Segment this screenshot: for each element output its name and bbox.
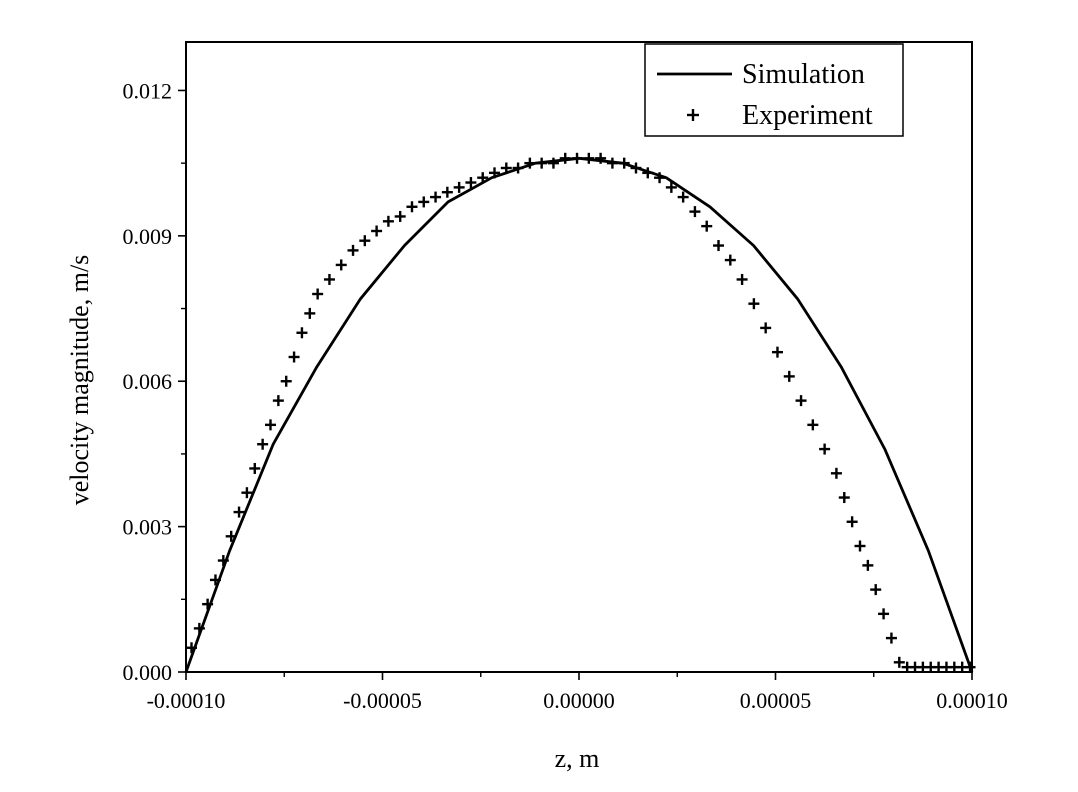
experiment-point bbox=[677, 191, 689, 203]
experiment-point bbox=[233, 506, 245, 518]
experiment-point bbox=[217, 555, 229, 567]
experiment-point bbox=[418, 196, 430, 208]
y-tick-label: 0.000 bbox=[123, 660, 173, 685]
experiment-point bbox=[559, 152, 571, 164]
experiment-point bbox=[536, 157, 548, 169]
experiment-point bbox=[359, 235, 371, 247]
experiment-point bbox=[430, 191, 442, 203]
experiment-point bbox=[854, 540, 866, 552]
experiment-point bbox=[654, 172, 666, 184]
experiment-point bbox=[964, 661, 976, 673]
experiment-point bbox=[885, 632, 897, 644]
experiment-point bbox=[241, 487, 253, 499]
experiment-point bbox=[312, 288, 324, 300]
experiment-point bbox=[830, 467, 842, 479]
experiment-point bbox=[689, 206, 701, 218]
legend-box bbox=[644, 43, 904, 137]
experiment-point bbox=[838, 492, 850, 504]
experiment-point bbox=[272, 395, 284, 407]
experiment-point bbox=[257, 438, 269, 450]
experiment-point bbox=[280, 375, 292, 387]
experiment-point bbox=[441, 186, 453, 198]
x-tick-label: 0.00005 bbox=[740, 688, 812, 713]
experiment-point bbox=[406, 201, 418, 213]
experiment-point bbox=[465, 177, 477, 189]
legend-experiment-label: Experiment bbox=[742, 100, 873, 131]
experiment-point bbox=[819, 443, 831, 455]
experiment-point bbox=[595, 152, 607, 164]
experiment-point bbox=[870, 584, 882, 596]
experiment-point bbox=[748, 298, 760, 310]
x-tick-label: -0.00005 bbox=[343, 688, 422, 713]
experiment-point bbox=[807, 419, 819, 431]
experiment-point bbox=[724, 254, 736, 266]
experiment-point bbox=[394, 210, 406, 222]
experiment-point bbox=[193, 622, 205, 634]
experiment-point bbox=[701, 220, 713, 232]
legend-experiment-marker bbox=[687, 109, 699, 121]
experiment-point bbox=[288, 351, 300, 363]
series-layer bbox=[184, 152, 976, 673]
experiment-point bbox=[642, 167, 654, 179]
experiment-point bbox=[500, 162, 512, 174]
ticks-layer: -0.00010 -0.00005 0.00000 0.00005 0.00010 0.0… bbox=[123, 78, 1008, 713]
experiment-point bbox=[893, 656, 905, 668]
experiment-point bbox=[453, 181, 465, 193]
experiment-point bbox=[713, 240, 725, 252]
x-tick-label: 0.00010 bbox=[936, 688, 1008, 713]
experiment-point bbox=[489, 167, 501, 179]
experiment-point bbox=[477, 172, 489, 184]
experiment-point bbox=[186, 642, 198, 654]
experiment-point bbox=[771, 346, 783, 358]
y-tick-label: 0.003 bbox=[123, 515, 173, 540]
y-tick-label: 0.009 bbox=[123, 224, 173, 249]
experiment-point bbox=[665, 181, 677, 193]
experiment-point bbox=[264, 419, 276, 431]
experiment-point bbox=[249, 462, 261, 474]
experiment-point bbox=[304, 307, 316, 319]
experiment-point bbox=[382, 215, 394, 227]
experiment-point bbox=[630, 162, 642, 174]
experiment-point bbox=[296, 327, 308, 339]
x-tick-label: 0.00000 bbox=[543, 688, 615, 713]
experiment-point bbox=[783, 370, 795, 382]
experiment-point bbox=[571, 152, 583, 164]
experiment-point bbox=[618, 157, 630, 169]
legend: Simulation Experiment bbox=[644, 43, 904, 137]
legend-simulation-label: Simulation bbox=[742, 59, 865, 90]
experiment-point bbox=[862, 559, 874, 571]
experiment-point bbox=[347, 244, 359, 256]
experiment-point bbox=[846, 516, 858, 528]
simulation-line bbox=[184, 156, 974, 673]
experiment-point bbox=[371, 225, 383, 237]
experiment-point bbox=[606, 157, 618, 169]
y-tick-label: 0.006 bbox=[123, 369, 173, 394]
experiment-point bbox=[323, 273, 335, 285]
experiment-point bbox=[335, 259, 347, 271]
experiment-point bbox=[795, 395, 807, 407]
experiment-point bbox=[524, 157, 536, 169]
experiment-point bbox=[512, 162, 524, 174]
x-axis-title: z, m bbox=[555, 744, 600, 773]
experiment-point bbox=[760, 322, 772, 334]
y-tick-label: 0.012 bbox=[123, 78, 173, 103]
y-axis-title: velocity magnitude, m/s bbox=[65, 255, 94, 506]
experiment-point bbox=[878, 608, 890, 620]
experiment-point bbox=[225, 530, 237, 542]
experiment-point bbox=[209, 574, 221, 586]
experiment-point bbox=[202, 598, 214, 610]
plot-frame bbox=[185, 41, 973, 673]
experiment-point bbox=[547, 157, 559, 169]
x-tick-label: -0.00010 bbox=[147, 688, 226, 713]
experiment-point bbox=[583, 152, 595, 164]
experiment-point bbox=[736, 273, 748, 285]
